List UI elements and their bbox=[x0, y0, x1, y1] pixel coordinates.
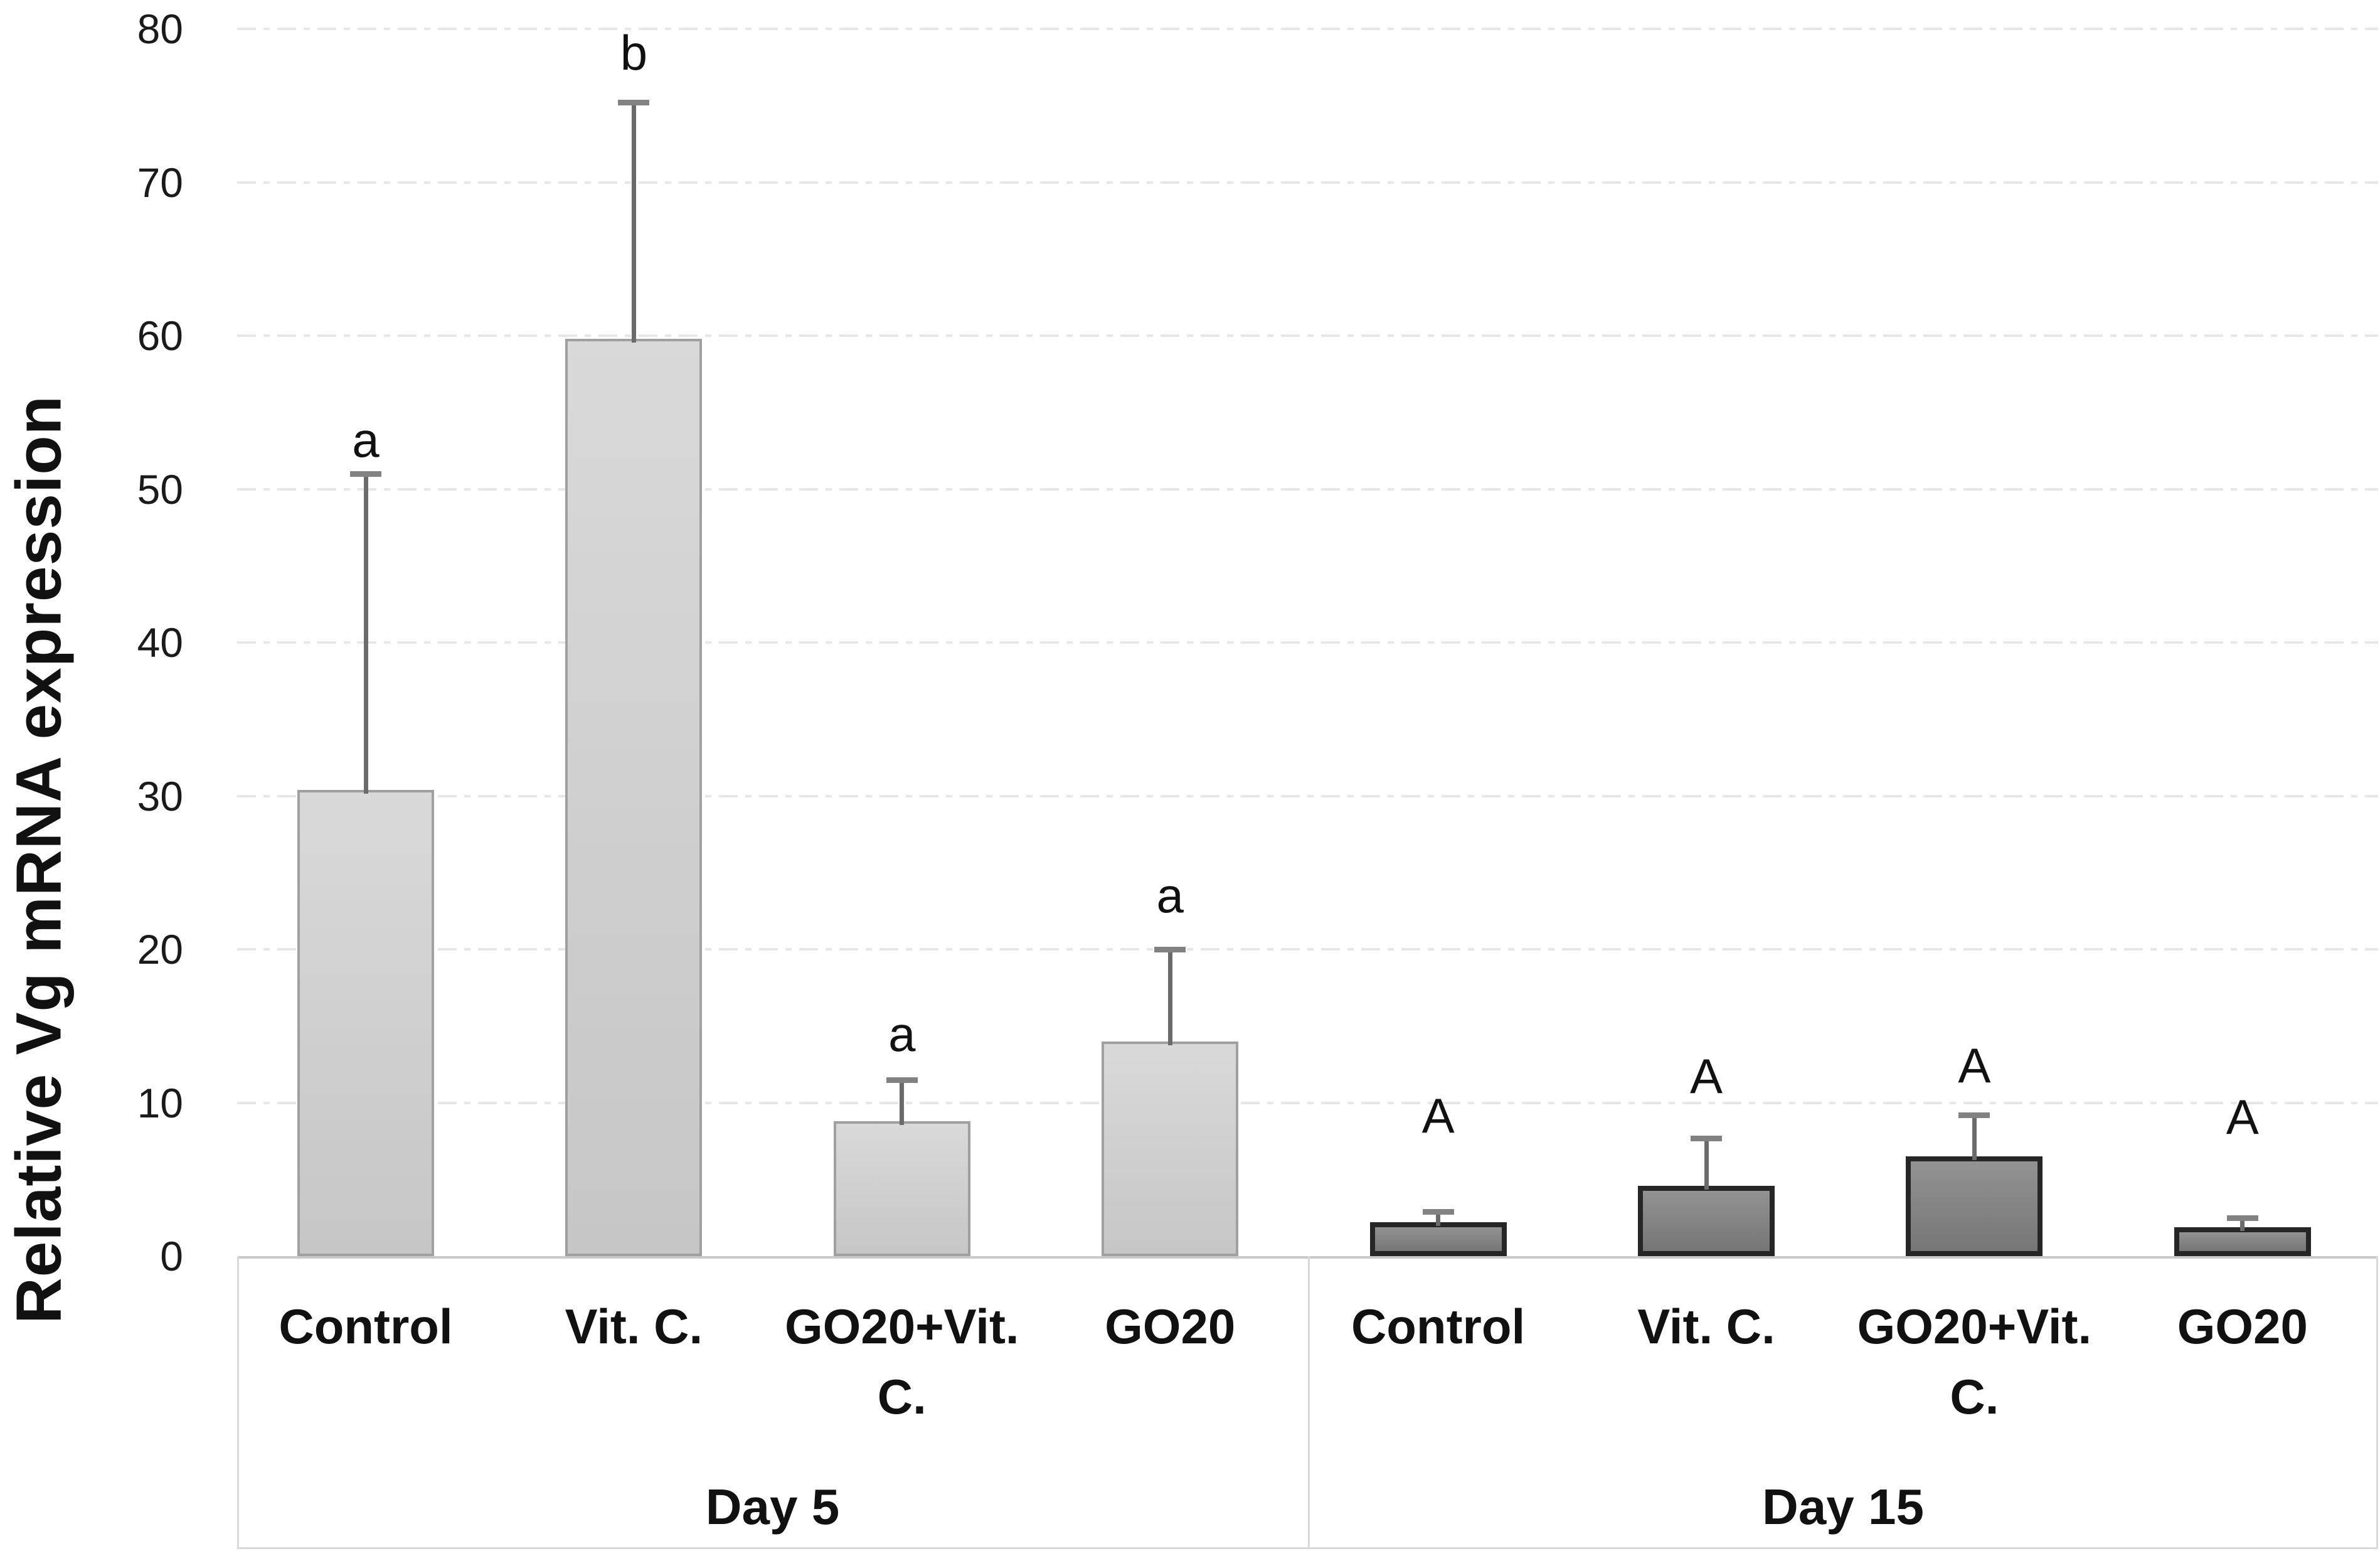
bar-day-15-vit-c bbox=[1638, 1185, 1775, 1256]
y-tick-label-60: 60 bbox=[137, 312, 183, 359]
y-tick-label-0: 0 bbox=[160, 1233, 183, 1279]
significance-letter-day-15-go20: A bbox=[2226, 1089, 2259, 1144]
table-border-bottom bbox=[237, 1547, 2378, 1549]
gridline-60 bbox=[237, 334, 2378, 337]
bar-day-5-control bbox=[297, 789, 434, 1256]
y-tick-label-10: 10 bbox=[137, 1079, 183, 1126]
y-tick-label-30: 30 bbox=[137, 772, 183, 819]
y-tick-label-80: 80 bbox=[137, 6, 183, 52]
gridline-40 bbox=[237, 641, 2378, 644]
category-label-day-5-vit-c: Vit. C. bbox=[565, 1299, 703, 1354]
significance-letter-day-5-control: a bbox=[352, 412, 380, 468]
x-axis-line bbox=[237, 1256, 2378, 1259]
error-bar-cap-day-5-vit-c bbox=[618, 100, 650, 106]
gridline-80 bbox=[237, 28, 2378, 30]
significance-letter-day-5-go20-vit-c: a bbox=[888, 1006, 916, 1062]
error-bar-cap-day-15-vit-c bbox=[1691, 1135, 1722, 1141]
category-label-day-5-control: Control bbox=[279, 1299, 453, 1354]
gridline-20 bbox=[237, 948, 2378, 951]
category-label-day-5-go20: GO20 bbox=[1105, 1299, 1236, 1354]
gridline-30 bbox=[237, 794, 2378, 797]
error-bar-day-15-control bbox=[1436, 1212, 1441, 1227]
bar-day-5-go20-vit-c bbox=[833, 1121, 970, 1256]
gridline-50 bbox=[237, 488, 2378, 491]
error-bar-day-5-go20 bbox=[1167, 949, 1172, 1045]
category-label-day-15-control: Control bbox=[1351, 1299, 1526, 1354]
error-bar-day-5-go20-vit-c bbox=[900, 1079, 905, 1125]
error-bar-day-15-vit-c bbox=[1704, 1138, 1709, 1190]
group-label-day-5: Day 5 bbox=[705, 1479, 840, 1535]
bar-day-15-control bbox=[1369, 1222, 1507, 1256]
y-tick-label-50: 50 bbox=[137, 466, 183, 513]
significance-letter-day-15-vit-c: A bbox=[1689, 1048, 1723, 1104]
error-bar-cap-day-15-control bbox=[1422, 1209, 1454, 1215]
error-bar-cap-day-15-go20 bbox=[2226, 1215, 2258, 1221]
error-bar-day-15-go20-vit-c bbox=[1972, 1115, 1977, 1161]
significance-letter-day-5-go20: a bbox=[1156, 868, 1184, 923]
bar-day-15-go20-vit-c bbox=[1906, 1156, 2043, 1256]
error-bar-cap-day-5-go20 bbox=[1154, 947, 1186, 952]
error-bar-day-5-control bbox=[363, 474, 368, 794]
error-bar-cap-day-5-go20-vit-c bbox=[886, 1077, 918, 1083]
gridline-10 bbox=[237, 1101, 2378, 1104]
table-divider-day5-day15 bbox=[1308, 1256, 1310, 1547]
significance-letter-day-5-vit-c: b bbox=[620, 25, 648, 81]
y-tick-label-40: 40 bbox=[137, 619, 183, 666]
bar-day-5-go20 bbox=[1102, 1041, 1239, 1256]
group-label-day-15: Day 15 bbox=[1762, 1479, 1924, 1535]
category-label-day-15-vit-c: Vit. C. bbox=[1637, 1299, 1775, 1354]
significance-letter-day-15-control: A bbox=[1421, 1088, 1455, 1144]
y-tick-label-70: 70 bbox=[137, 159, 183, 206]
category-label-day-15-go20: GO20 bbox=[2177, 1299, 2308, 1354]
y-tick-label-20: 20 bbox=[137, 926, 183, 973]
error-bar-day-5-vit-c bbox=[631, 102, 636, 343]
y-axis-title: Relative Vg mRNA expression bbox=[3, 395, 75, 1324]
category-label-day-15-go20-vit-c: GO20+Vit. C. bbox=[1857, 1299, 2092, 1424]
error-bar-cap-day-15-go20-vit-c bbox=[1958, 1112, 1990, 1119]
error-bar-day-15-go20 bbox=[2240, 1217, 2245, 1231]
table-border-left bbox=[237, 1256, 239, 1547]
significance-letter-day-15-go20-vit-c: A bbox=[1958, 1038, 1991, 1094]
gridline-70 bbox=[237, 181, 2378, 184]
bar-day-5-vit-c bbox=[565, 338, 703, 1256]
table-border-right bbox=[2376, 1256, 2378, 1547]
category-label-day-5-go20-vit-c: GO20+Vit. C. bbox=[785, 1299, 1019, 1424]
error-bar-cap-day-5-control bbox=[350, 471, 381, 477]
bar-day-15-go20 bbox=[2174, 1227, 2311, 1256]
